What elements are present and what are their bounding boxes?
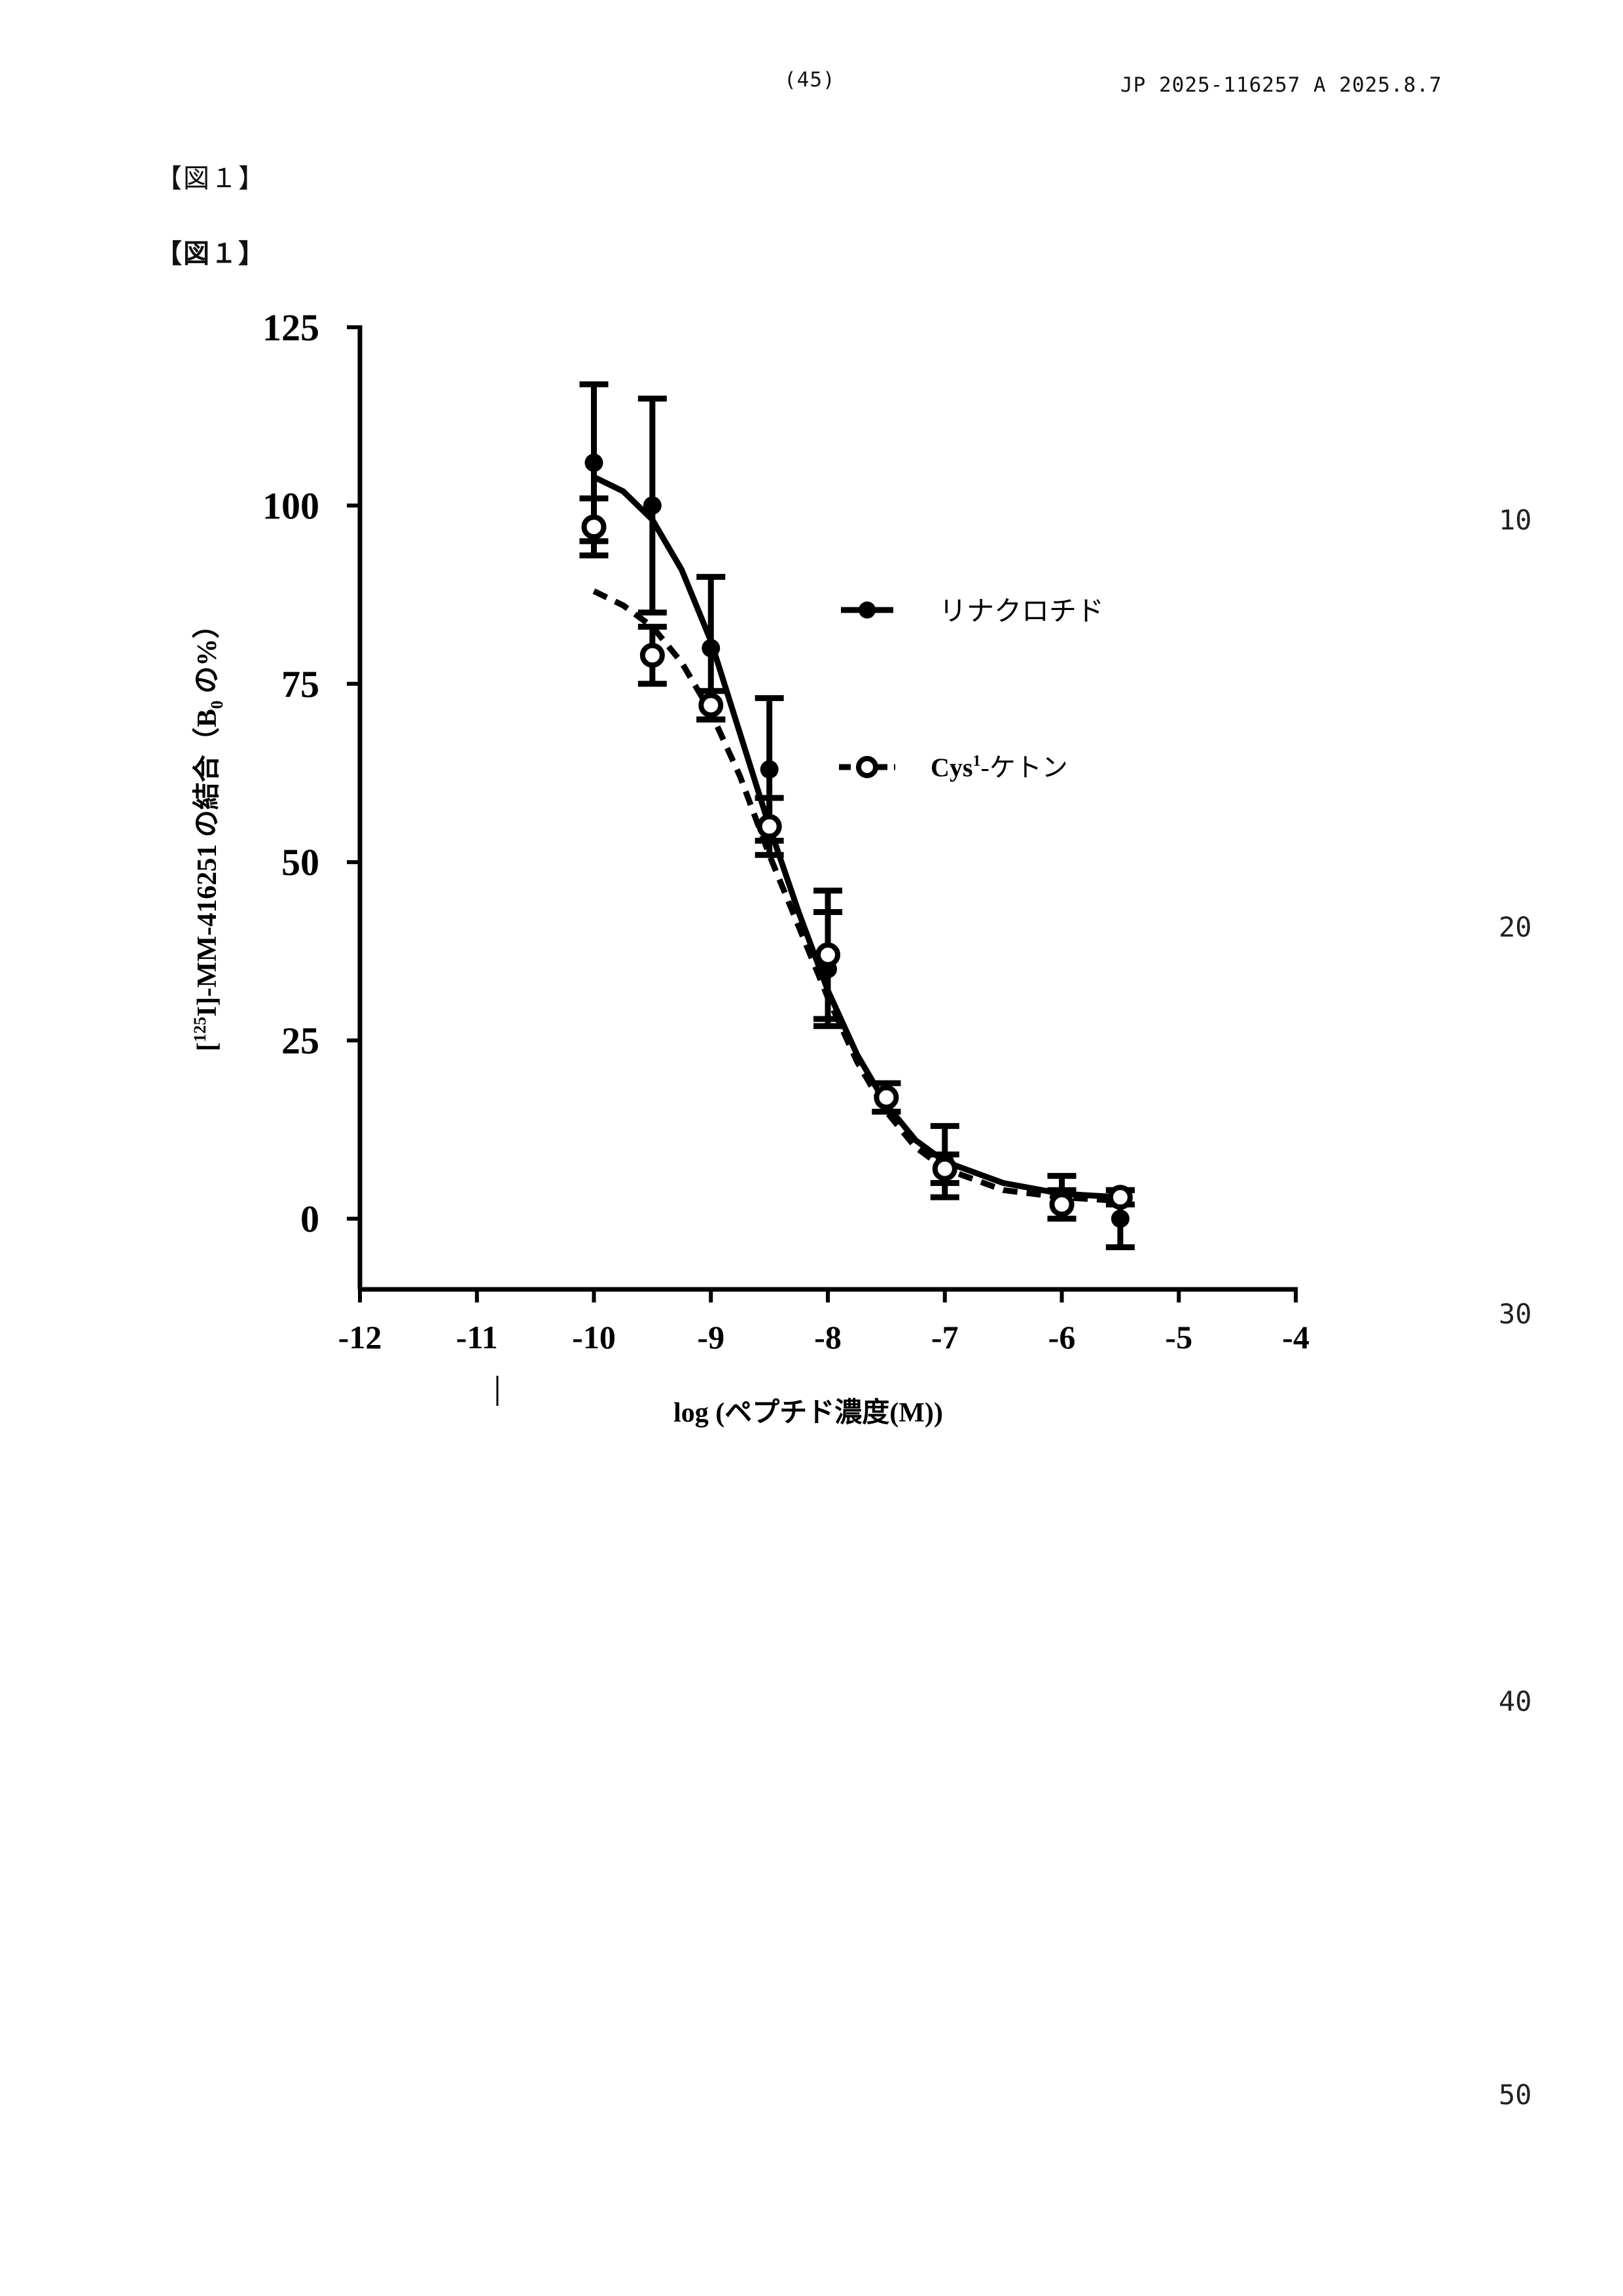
- y-tick-label: 75: [281, 663, 319, 706]
- data-points: [580, 384, 1135, 1247]
- x-tick-label: -10: [572, 1319, 616, 1355]
- y-tick-label: 0: [300, 1198, 319, 1240]
- point-cys1-ketone: [1052, 1194, 1072, 1214]
- point-linaclotide: [702, 639, 720, 657]
- x-axis-label: log (ペプチド濃度(M)): [673, 1397, 943, 1428]
- x-tick-label: -11: [456, 1319, 498, 1355]
- point-cys1-ketone: [760, 817, 779, 836]
- x-tick-label: -4: [1282, 1319, 1310, 1355]
- legend-label-cys1-ketone: Cys1-ケトン: [931, 753, 1068, 782]
- legend: リナクロチド Cys1-ケトン: [839, 597, 1104, 782]
- point-cys1-ketone: [1111, 1187, 1130, 1207]
- line-number-40: 40: [1499, 1685, 1532, 1717]
- x-tick-label: -9: [697, 1319, 724, 1355]
- x-tick-label: -7: [931, 1319, 959, 1355]
- y-tick-label: 50: [281, 841, 319, 884]
- y-tick-label: 25: [281, 1020, 319, 1062]
- curve-linaclotide: [594, 477, 1120, 1198]
- x-tick-label: -5: [1165, 1319, 1192, 1355]
- point-cys1-ketone: [818, 945, 838, 965]
- point-cys1-ketone: [584, 517, 604, 537]
- y-ticks: 0 25 50 75 100 125: [262, 306, 360, 1240]
- point-cys1-ketone: [643, 645, 662, 665]
- point-cys1-ketone: [876, 1088, 896, 1107]
- y-tick-label: 100: [262, 484, 319, 527]
- line-number-50: 50: [1499, 2079, 1532, 2111]
- x-tick-label: -12: [338, 1319, 382, 1355]
- binding-chart: 0 25 50 75 100 125 -12 -11 -10 -9 -8 -7 -6 -5 -4 log …: [0, 0, 1623, 1505]
- y-tick-label: 125: [262, 306, 319, 349]
- x-tick-label: -8: [814, 1319, 842, 1355]
- legend-label-linaclotide: リナクロチド: [939, 597, 1104, 627]
- x-ticks: -12 -11 -10 -9 -8 -7 -6 -5 -4: [338, 1289, 1310, 1355]
- point-cys1-ketone: [935, 1159, 955, 1179]
- legend-item-linaclotide: リナクロチド: [841, 597, 1104, 627]
- point-cys1-ketone: [701, 695, 721, 715]
- y-axis-label: [125I]-MM-416251 の結合（B0 の%）: [190, 611, 226, 1052]
- point-linaclotide: [585, 454, 603, 472]
- point-linaclotide: [1111, 1210, 1130, 1228]
- curve-cys1-ketone: [594, 591, 1120, 1201]
- point-linaclotide: [760, 761, 779, 779]
- x-tick-label: -6: [1048, 1319, 1076, 1355]
- point-linaclotide: [643, 496, 662, 514]
- legend-item-cys1-ketone: Cys1-ケトン: [839, 753, 1068, 782]
